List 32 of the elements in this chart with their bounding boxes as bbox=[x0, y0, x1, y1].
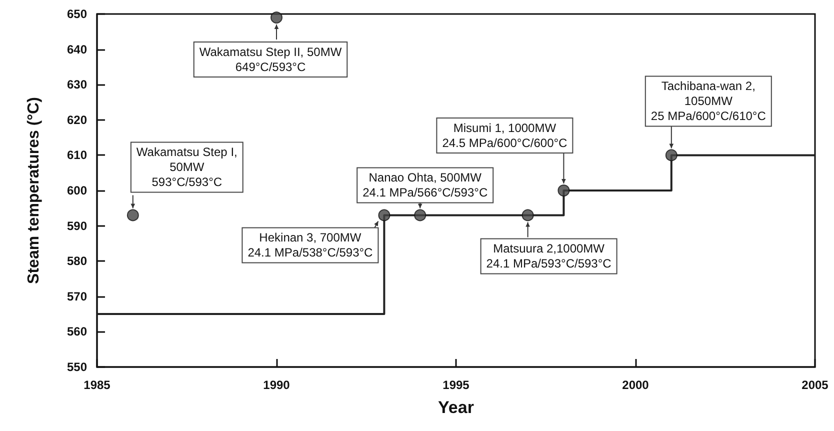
annotation: Tachibana-wan 2, 1050MW 25 MPa/600°C/610°C bbox=[650, 79, 766, 124]
x-tick-label: 2000 bbox=[622, 378, 650, 392]
x-tick-label: 1995 bbox=[442, 378, 470, 392]
y-axis-title: Steam temperatures (°C) bbox=[26, 97, 42, 284]
annotation: Misumi 1, 1000MW 24.5 MPa/600°C/600°C bbox=[442, 121, 568, 150]
y-tick-label: 600 bbox=[66, 184, 88, 198]
y-tick-label: 630 bbox=[66, 78, 88, 92]
y-tick-label: 560 bbox=[66, 324, 88, 339]
y-tick-label: 570 bbox=[66, 289, 88, 304]
point bbox=[378, 209, 390, 222]
x-axis-title: Year bbox=[438, 398, 474, 417]
annotation: Nanao Ohta, 500MW 24.1 MPa/566°C/593°C bbox=[362, 170, 488, 200]
annotation: Wakamatsu Step II, 50MW 649°C/593°C bbox=[199, 45, 342, 74]
y-tick-label: 650 bbox=[66, 7, 88, 21]
y-tick-label: 610 bbox=[66, 148, 88, 162]
y-tick-label: 640 bbox=[66, 42, 88, 56]
x-tick-label: 1985 bbox=[84, 378, 111, 392]
annotation: Wakamatsu Step I, 50MW 593°C/593°C bbox=[136, 145, 238, 190]
point bbox=[665, 149, 678, 162]
point bbox=[270, 12, 282, 24]
point bbox=[522, 209, 534, 222]
y-tick-label: 580 bbox=[66, 254, 88, 268]
y-tick-label: 620 bbox=[66, 112, 88, 127]
y-tick-label: 550 bbox=[66, 360, 88, 374]
x-tick-label: 2005 bbox=[802, 378, 829, 392]
point bbox=[126, 209, 139, 222]
annotation: Matsuura 2,1000MW 24.1 MPa/593°C/593°C bbox=[486, 242, 612, 271]
y-tick-label: 590 bbox=[66, 218, 88, 233]
annotation: Hekinan 3, 700MW 24.1 MPa/538°C/593°C bbox=[248, 230, 374, 260]
point bbox=[414, 209, 426, 222]
x-tick-label: 1990 bbox=[263, 378, 290, 392]
point bbox=[558, 184, 570, 196]
